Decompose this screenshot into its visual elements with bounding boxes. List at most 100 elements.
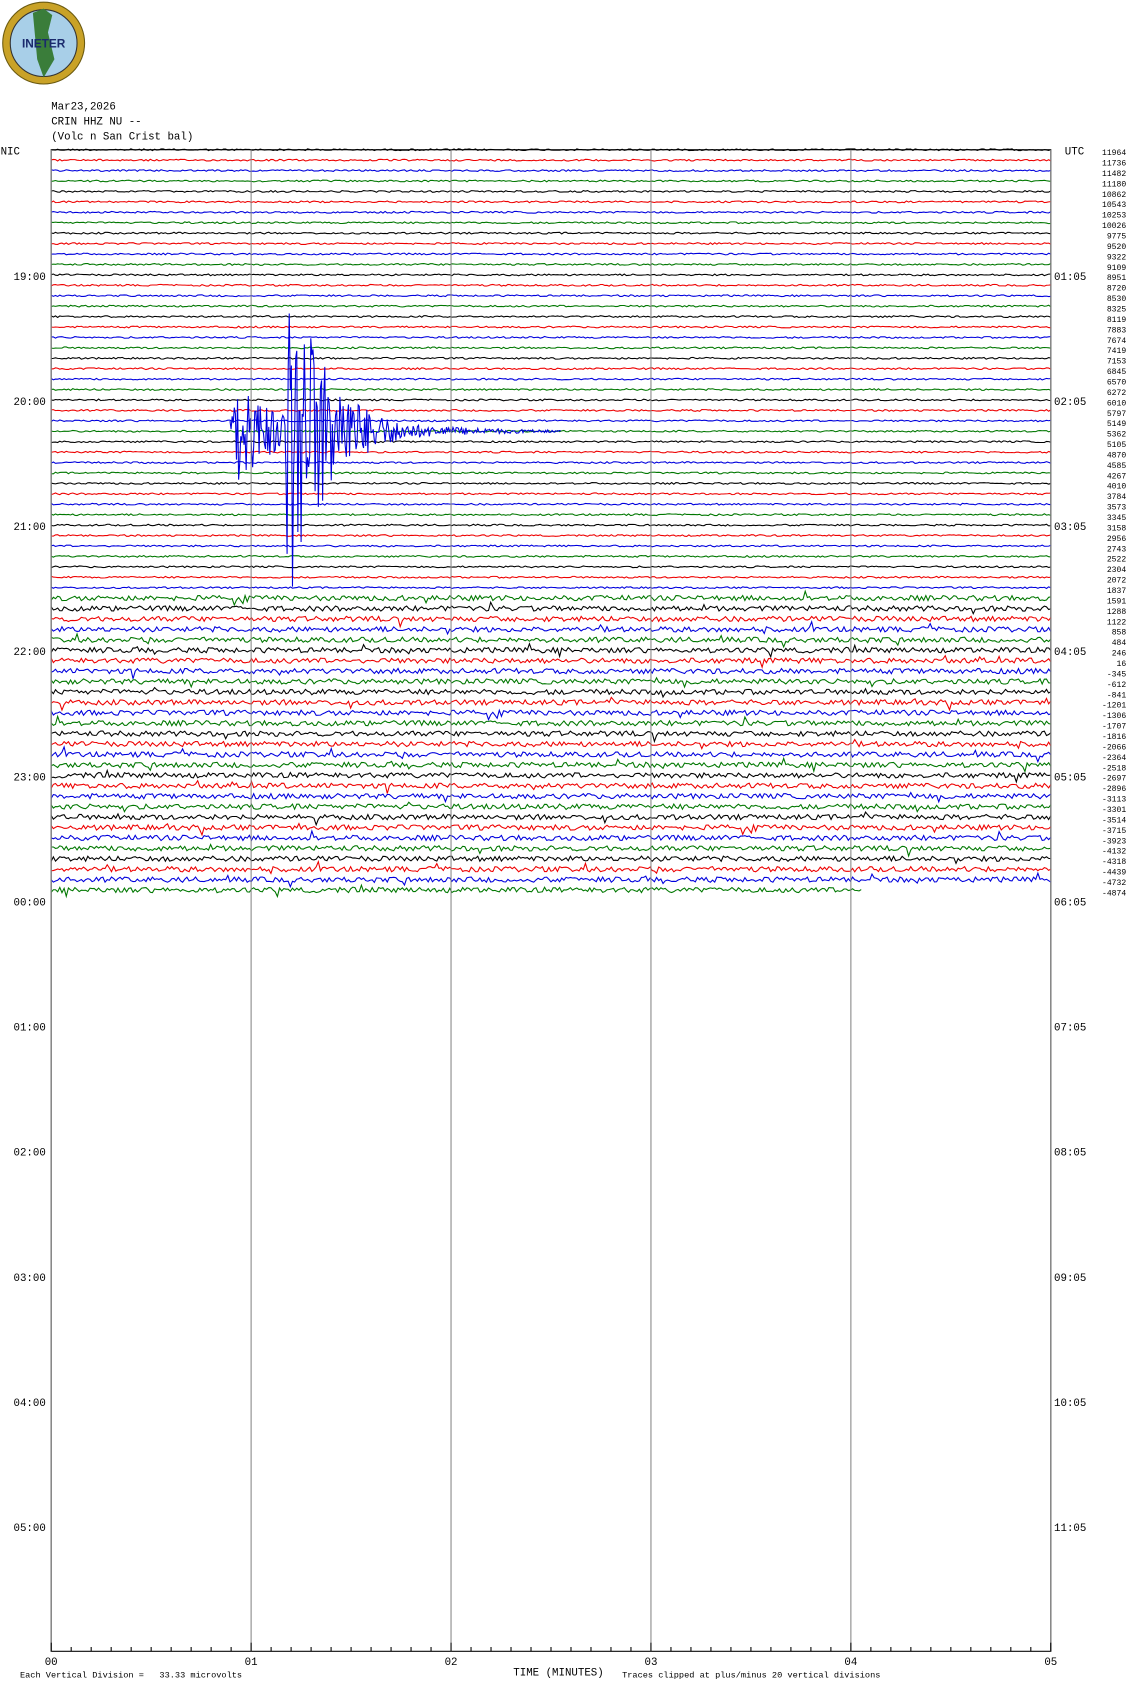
x-tick-label: 05 [1044, 1657, 1057, 1669]
trace [50, 714, 1051, 728]
x-tick-label: 02 [445, 1657, 458, 1669]
x-tick-label: 04 [844, 1657, 857, 1669]
row-value: -4732 [1102, 879, 1126, 888]
trace [51, 231, 1051, 235]
row-value: -3113 [1102, 796, 1126, 805]
trace [50, 883, 862, 899]
row-value: 4267 [1107, 472, 1127, 481]
traces [50, 148, 1052, 899]
row-value: 3573 [1107, 504, 1127, 513]
row-value: 8720 [1107, 285, 1127, 294]
trace [51, 843, 1051, 858]
location: (Volc n San Crist bal) [51, 132, 193, 144]
left-time-label: 02:00 [13, 1148, 45, 1160]
trace [51, 408, 1052, 412]
row-value: 10862 [1102, 191, 1126, 200]
left-time-label: 20:00 [13, 397, 45, 409]
trace [51, 859, 1052, 875]
trace [51, 158, 1052, 162]
row-value: -1306 [1102, 712, 1126, 721]
row-value: 11736 [1102, 160, 1126, 169]
right-time-label: UTC [1065, 147, 1084, 159]
trace [50, 589, 1051, 607]
trace [50, 686, 1052, 699]
trace [51, 492, 1051, 496]
row-value: -4439 [1102, 869, 1126, 878]
row-value: 9520 [1107, 243, 1127, 252]
trace [50, 632, 1052, 649]
plot-frame [50, 149, 1052, 1652]
row-value: 1122 [1107, 618, 1127, 627]
trace [50, 554, 1051, 558]
row-value: 11482 [1102, 170, 1126, 179]
row-value: 10253 [1102, 212, 1126, 221]
trace [51, 450, 1051, 454]
trace [50, 801, 1052, 813]
row-value: -1707 [1102, 723, 1126, 732]
left-time-label: 23:00 [13, 772, 45, 784]
row-value: 2072 [1107, 577, 1127, 586]
trace [51, 189, 1052, 193]
trace [51, 221, 1051, 225]
trace [50, 756, 1052, 774]
x-tick-label: 03 [644, 1657, 657, 1669]
trace [50, 419, 1051, 423]
row-value: 4585 [1107, 462, 1127, 471]
row-value: 8325 [1107, 305, 1127, 314]
row-value: 10026 [1102, 222, 1126, 231]
trace [50, 502, 1051, 506]
right-time-label: 11:05 [1054, 1523, 1086, 1535]
row-value: 6272 [1107, 389, 1127, 398]
row-value: 7883 [1107, 326, 1127, 335]
trace [51, 615, 1052, 629]
right-time-label: 10:05 [1054, 1398, 1086, 1410]
row-value: 7674 [1107, 337, 1127, 346]
row-value: 16 [1117, 660, 1127, 669]
trace [51, 335, 1051, 339]
trace [50, 642, 1052, 659]
trace [51, 273, 1051, 277]
division-note: Each Vertical Division = 33.33 microvolt… [20, 1670, 242, 1680]
row-value: 6570 [1107, 378, 1127, 387]
row-value: -4318 [1102, 858, 1126, 867]
row-value: -841 [1107, 691, 1127, 700]
row-value: 7153 [1107, 358, 1127, 367]
row-value: -2518 [1102, 764, 1126, 773]
row-value: 8530 [1107, 295, 1127, 304]
left-time-label: 19:00 [13, 272, 45, 284]
trace [50, 586, 1052, 590]
trace [50, 565, 1051, 569]
row-value: 9322 [1107, 253, 1127, 262]
row-value: 11180 [1102, 180, 1126, 189]
row-value: 2304 [1107, 566, 1127, 575]
left-time-label: NIC [1, 147, 20, 159]
row-value: 7419 [1107, 347, 1127, 356]
row-value: 4010 [1107, 483, 1127, 492]
row-value: 11964 [1102, 149, 1126, 158]
trace [51, 471, 1051, 475]
trace [50, 654, 1052, 670]
row-value: 2522 [1107, 556, 1127, 565]
trace [50, 822, 1052, 837]
row-value: 1837 [1107, 587, 1127, 596]
row-value: 5149 [1107, 420, 1127, 429]
row-value: -3514 [1102, 816, 1126, 825]
logo-text: INETER [22, 36, 66, 50]
row-value: -2066 [1102, 743, 1126, 752]
trace [50, 283, 1051, 287]
trace [51, 325, 1051, 329]
right-time-label: 04:05 [1054, 647, 1086, 659]
row-value: 484 [1112, 639, 1127, 648]
row-value: -1201 [1102, 702, 1126, 711]
left-time-label: 05:00 [13, 1523, 45, 1535]
trace [51, 388, 1052, 392]
left-time-label: 22:00 [13, 647, 45, 659]
row-value: 9775 [1107, 232, 1127, 241]
trace [51, 262, 1052, 266]
trace [50, 377, 1051, 381]
trace [50, 779, 1052, 794]
trace [51, 768, 1051, 784]
row-value: -612 [1107, 681, 1127, 690]
row-value: -3923 [1102, 837, 1126, 846]
trace [50, 696, 1052, 712]
